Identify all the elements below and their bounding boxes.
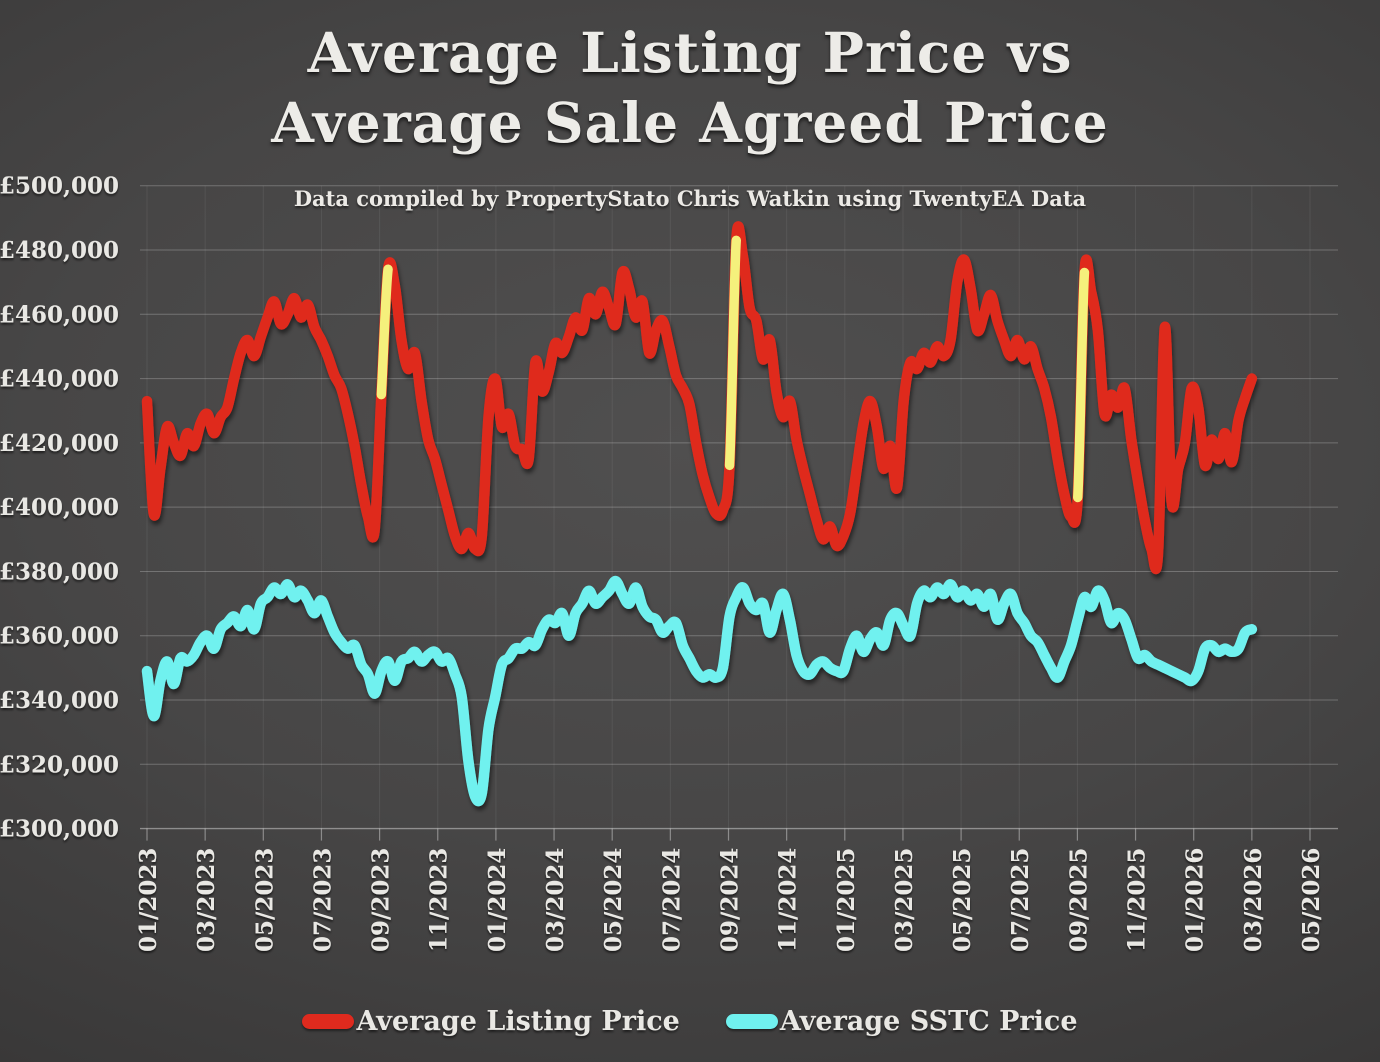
x-tick-label: 05/2026 — [1298, 848, 1325, 952]
x-tick-label: 11/2024 — [775, 848, 802, 952]
x-tick-label: 01/2026 — [1182, 848, 1209, 952]
y-tick-label: £380,000 — [0, 558, 119, 585]
highlight-segment — [724, 235, 742, 471]
legend-item-listing: Average Listing Price — [302, 1006, 680, 1037]
x-tick-label: 05/2025 — [949, 848, 976, 952]
y-tick-label: £400,000 — [0, 494, 119, 521]
y-tick-label: £440,000 — [0, 366, 119, 393]
legend-swatch-sstc — [725, 1014, 778, 1029]
y-axis-labels: £500,000 £480,000 £460,000 £440,000 £420,000… — [0, 173, 119, 843]
x-axis-tickmarks — [146, 828, 1311, 841]
x-tick-label: 11/2023 — [426, 848, 453, 952]
x-tick-label: 07/2024 — [658, 848, 685, 952]
legend-item-sstc: Average SSTC Price — [725, 1006, 1078, 1037]
x-tick-label: 01/2024 — [484, 848, 511, 952]
y-tick-label: £360,000 — [0, 623, 119, 650]
x-tick-label: 03/2025 — [891, 848, 918, 952]
y-tick-label: £500,000 — [0, 173, 119, 200]
x-tick-label: 05/2023 — [251, 848, 278, 952]
legend-swatch-listing — [302, 1014, 355, 1029]
x-tick-label: 07/2025 — [1007, 848, 1034, 952]
legend-label-listing: Average Listing Price — [356, 1006, 680, 1037]
highlight-jump-segments — [376, 235, 1090, 503]
x-tick-label: 07/2023 — [309, 848, 336, 952]
y-tick-label: £480,000 — [0, 237, 119, 264]
legend: Average Listing Price Average SSTC Price — [0, 1006, 1380, 1037]
x-tick-label: 09/2023 — [368, 848, 395, 952]
x-tick-label: 11/2025 — [1124, 848, 1151, 952]
x-tick-label: 01/2025 — [833, 848, 860, 952]
y-tick-label: £300,000 — [0, 816, 119, 843]
chart-title-line1: Average Listing Price vs — [307, 20, 1073, 85]
chart-title-line2: Average Sale Agreed Price — [271, 90, 1109, 155]
y-tick-label: £320,000 — [0, 751, 119, 778]
highlight-segment — [1073, 267, 1090, 503]
x-tick-label: 03/2023 — [193, 848, 220, 952]
chart-subtitle: Data compiled by PropertyStato Chris Wat… — [293, 186, 1087, 211]
x-axis-labels: 01/2023 03/2023 05/2023 07/2023 09/2023 11/20… — [135, 848, 1325, 952]
y-tick-label: £460,000 — [0, 301, 119, 328]
highlight-segment — [376, 264, 393, 400]
x-tick-label: 05/2024 — [600, 848, 627, 952]
x-tick-label: 03/2024 — [542, 848, 569, 952]
sstc-price-line — [141, 575, 1258, 807]
legend-label-sstc: Average SSTC Price — [779, 1006, 1078, 1037]
y-tick-label: £420,000 — [0, 430, 119, 457]
y-tick-label: £340,000 — [0, 687, 119, 714]
x-tick-label: 09/2024 — [717, 848, 744, 952]
x-tick-label: 03/2026 — [1240, 848, 1267, 952]
x-tick-label: 09/2025 — [1065, 848, 1092, 952]
x-tick-label: 01/2023 — [135, 848, 162, 952]
